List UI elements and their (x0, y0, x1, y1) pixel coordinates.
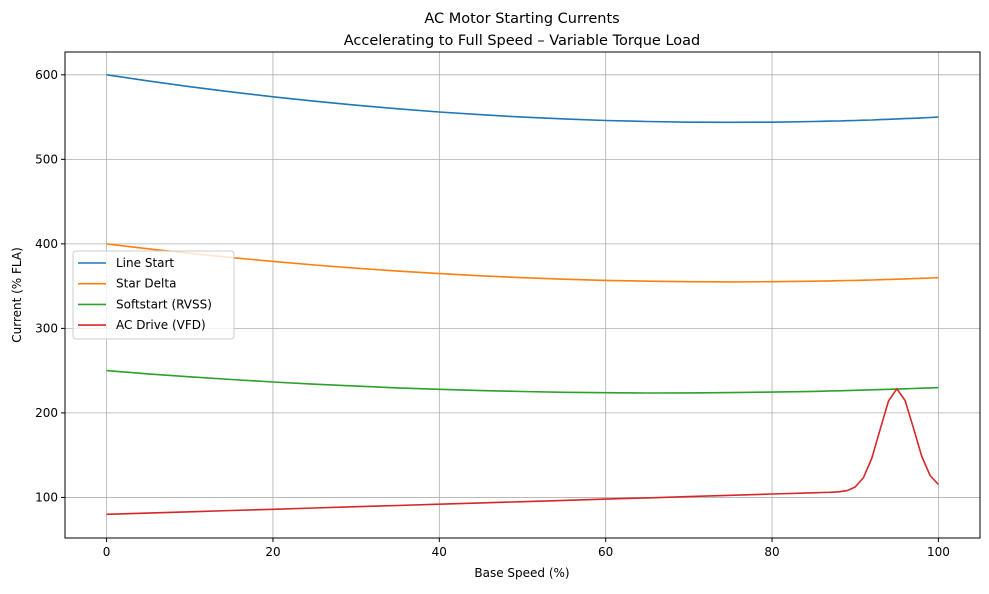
legend-label: Star Delta (116, 277, 176, 291)
legend-box (72, 250, 235, 340)
x-tick-label: 80 (764, 545, 779, 559)
series-line-3 (106, 387, 939, 516)
series-line-0 (106, 74, 939, 124)
legend: Line Start Star Delta Softstart (RVSS) AC D… (72, 250, 235, 340)
chart-subtitle: Accelerating to Full Speed – Variable To… (344, 33, 701, 49)
x-axis-label: Base Speed (%) (474, 566, 569, 580)
y-tick-label: 600 (35, 68, 58, 82)
y-tick-label: 500 (35, 152, 58, 166)
legend-label: Line Start (116, 256, 174, 270)
x-tick-label: 0 (103, 545, 111, 559)
y-tick-label: 300 (35, 321, 58, 335)
legend-label: AC Drive (VFD) (116, 318, 206, 332)
legend-label: Softstart (RVSS) (116, 297, 212, 311)
x-tick-label: 60 (598, 545, 613, 559)
chart-title: AC Motor Starting Currents (424, 11, 619, 27)
y-tick-label: 400 (35, 237, 58, 251)
series-line-2 (106, 369, 939, 394)
series-line-1 (106, 243, 939, 283)
x-tick-label: 100 (927, 545, 950, 559)
y-axis-label: Current (% FLA) (10, 247, 24, 343)
x-tick-label: 20 (265, 545, 280, 559)
x-tick-label: 40 (432, 545, 447, 559)
plot-frame (64, 51, 981, 539)
y-tick-label: 100 (35, 490, 58, 504)
y-tick-label: 200 (35, 406, 58, 420)
